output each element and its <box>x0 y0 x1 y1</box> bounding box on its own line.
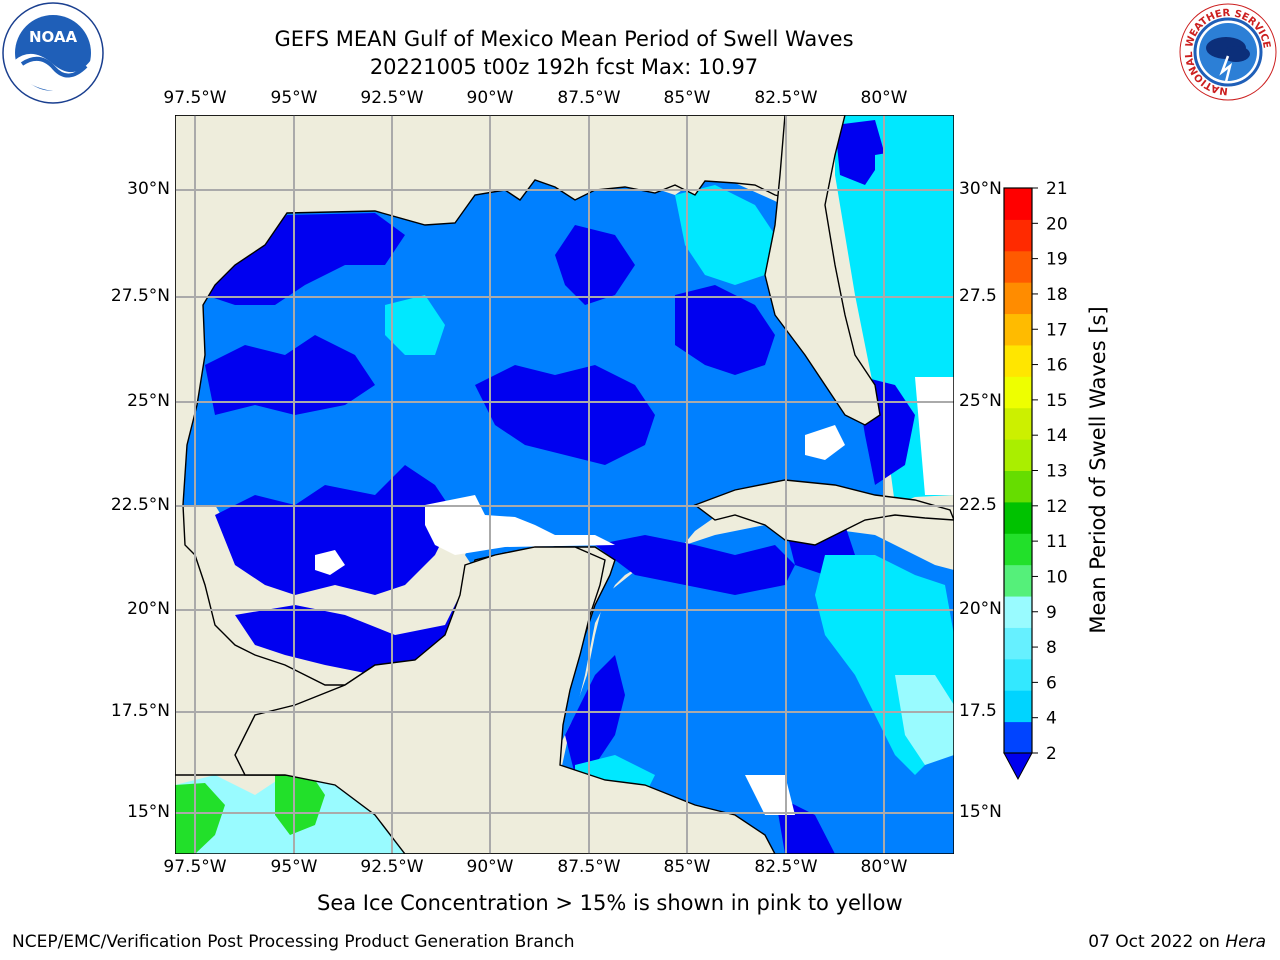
colorbar-tick-label: 20 <box>1046 214 1068 234</box>
colorbar-band <box>1004 219 1032 252</box>
colorbar-band <box>1004 313 1032 346</box>
lon-tick-label-top: 85°W <box>663 88 711 108</box>
colorbar-band <box>1004 564 1032 597</box>
lon-tick-label-bottom: 85°W <box>663 857 711 877</box>
lat-tick-label-right: 27.5 <box>959 286 997 306</box>
footer-machine: Hera <box>1225 932 1266 952</box>
lon-tick-label-top: 80°W <box>860 88 908 108</box>
lat-tick-label-right: 25°N <box>959 391 1002 411</box>
footer-left: NCEP/EMC/Verification Post Processing Pr… <box>12 932 575 952</box>
lat-tick-label-right: 30°N <box>959 179 1002 199</box>
lat-tick-label-left: 30°N <box>127 179 170 199</box>
nodata-zones <box>315 377 954 815</box>
lon-tick-label-top: 87.5°W <box>557 88 621 108</box>
lon-tick-label-bottom: 90°W <box>466 857 514 877</box>
colorbar-extend-triangle <box>1003 752 1033 781</box>
lat-tick-label-left: 20°N <box>127 599 170 619</box>
colorbar-band <box>1004 721 1032 754</box>
colorbar-tick-label: 11 <box>1046 532 1068 552</box>
lon-tick-label-bottom: 82.5°W <box>754 857 818 877</box>
colorbar-tick-label: 16 <box>1046 356 1068 376</box>
noaa-logo: NOAA <box>2 2 104 104</box>
colorbar-tick-label: 14 <box>1046 426 1068 446</box>
colorbar-band <box>1004 596 1032 628</box>
lon-tick-label-bottom: 95°W <box>270 857 318 877</box>
lon-tick-label-top: 92.5°W <box>360 88 424 108</box>
yucatan-central-america <box>234 546 777 855</box>
lat-tick-label-right: 15°N <box>959 802 1002 822</box>
colorbar-band <box>1004 501 1032 534</box>
lon-tick-label-bottom: 92.5°W <box>360 857 424 877</box>
colorbar: 2 4 6 8 9 10 11 12 13 14 15 16 17 18 19 20 21 <box>996 179 1086 790</box>
lon-tick-label-bottom: 97.5°W <box>163 857 227 877</box>
colorbar-band <box>1004 344 1032 377</box>
colorbar-label: Mean Period of Swell Waves [s] <box>1086 306 1110 634</box>
colorbar-band <box>1004 627 1032 660</box>
cuba <box>693 479 956 546</box>
lat-tick-label-left: 25°N <box>127 391 170 411</box>
colorbar-tick-label: 18 <box>1046 285 1068 305</box>
colorbar-tick-label: 21 <box>1046 180 1068 199</box>
lat-tick-label-left: 17.5°N <box>110 701 170 721</box>
colorbar-tick-label: 8 <box>1046 638 1057 658</box>
map-svg <box>174 114 956 855</box>
lat-tick-label-left: 22.5°N <box>110 495 170 515</box>
colorbar-tick-label: 9 <box>1046 603 1057 623</box>
chart-title: GEFS MEAN Gulf of Mexico Mean Period of … <box>274 27 854 51</box>
colorbar-tick-label: 4 <box>1046 709 1057 729</box>
lat-tick-label-right: 22.5 <box>959 495 997 515</box>
footer-date: 07 Oct 2022 on <box>1088 932 1220 952</box>
lon-tick-label-top: 95°W <box>270 88 318 108</box>
nws-logo: NATIONAL WEATHER SERVICE <box>1178 2 1278 102</box>
colorbar-svg: 2 4 6 8 9 10 11 12 13 14 15 16 17 18 19 20 21 <box>1003 179 1068 781</box>
colorbar-band <box>1004 188 1032 220</box>
colorbar-tick-label: 10 <box>1046 567 1068 587</box>
florida <box>764 114 881 426</box>
colorbar-band <box>1004 407 1032 440</box>
lat-tick-label-left: 15°N <box>127 802 170 822</box>
colorbar-band <box>1004 282 1032 315</box>
colorbar-tick-label: 17 <box>1046 320 1068 340</box>
colorbar-tick-label: 13 <box>1046 462 1068 482</box>
lon-tick-label-bottom: 87.5°W <box>557 857 621 877</box>
colorbar-tick-label: 19 <box>1046 250 1068 270</box>
colorbar-band <box>1004 376 1032 409</box>
colorbar-tick-label: 12 <box>1046 497 1068 517</box>
gridlines <box>175 115 954 854</box>
lat-tick-label-right: 20°N <box>959 599 1002 619</box>
lon-tick-label-top: 82.5°W <box>754 88 818 108</box>
colorbar-tick-label: 2 <box>1046 744 1057 764</box>
colorbar-band <box>1004 250 1032 283</box>
colorbar-band <box>1004 470 1032 503</box>
map-panel <box>174 114 956 855</box>
lat-tick-label-right: 17.5 <box>959 701 997 721</box>
lon-tick-label-top: 97.5°W <box>163 88 227 108</box>
colorbar-band <box>1004 533 1032 566</box>
noaa-logo-text: NOAA <box>29 28 78 46</box>
colorbar-band <box>1004 690 1032 723</box>
green-zones <box>175 765 325 854</box>
colorbar-tick-label: 6 <box>1046 673 1057 693</box>
chart-subtitle: 20221005 t00z 192h fcst Max: 10.97 <box>369 55 759 79</box>
colorbar-band <box>1004 439 1032 471</box>
caption: Sea Ice Concentration > 15% is shown in … <box>317 891 903 915</box>
lon-tick-label-bottom: 80°W <box>860 857 908 877</box>
colorbar-tick-label: 15 <box>1046 391 1068 411</box>
colorbar-band <box>1004 658 1032 691</box>
footer-right: 07 Oct 2022 on Hera <box>1088 932 1266 952</box>
coastlines <box>174 114 956 855</box>
lon-tick-label-top: 90°W <box>466 88 514 108</box>
lat-tick-label-left: 27.5°N <box>110 286 170 306</box>
